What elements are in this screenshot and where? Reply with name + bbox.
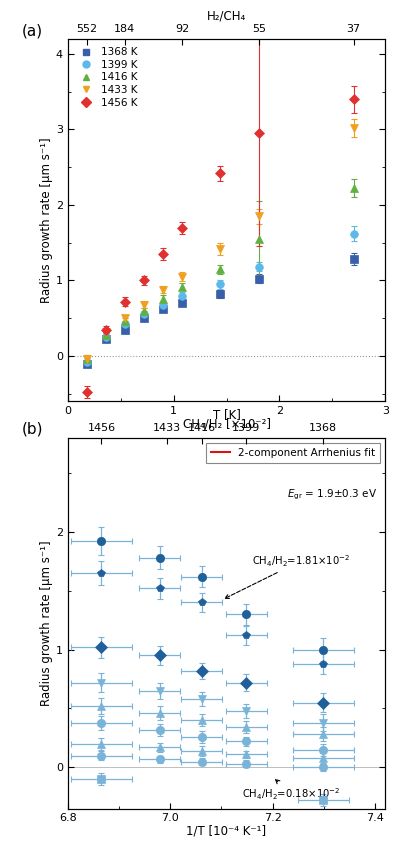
1416 K — [141, 306, 146, 316]
1416 K — [160, 293, 165, 304]
1368 K — [217, 289, 222, 299]
1416 K — [103, 330, 108, 340]
X-axis label: H₂/CH₄: H₂/CH₄ — [207, 9, 245, 22]
1368 K — [103, 334, 108, 344]
Text: (a): (a) — [22, 23, 43, 38]
1433 K — [351, 123, 355, 133]
1433 K — [160, 285, 165, 295]
1456 K — [141, 275, 146, 286]
1368 K — [179, 298, 184, 308]
Line: 1433 K: 1433 K — [83, 124, 357, 362]
1368 K — [141, 313, 146, 324]
1433 K — [256, 211, 261, 222]
1416 K — [351, 183, 355, 193]
Text: CH$_4$/H$_2$=1.81×10$^{-2}$: CH$_4$/H$_2$=1.81×10$^{-2}$ — [225, 553, 349, 598]
X-axis label: CH₄/H₂ [×10⁻²]: CH₄/H₂ [×10⁻²] — [182, 418, 270, 431]
1456 K — [84, 387, 89, 397]
1368 K — [351, 254, 355, 264]
1456 K — [256, 128, 261, 138]
1433 K — [84, 354, 89, 364]
1399 K — [141, 309, 146, 319]
Line: 1456 K: 1456 K — [83, 96, 357, 396]
1456 K — [160, 249, 165, 259]
1399 K — [84, 357, 89, 368]
1368 K — [84, 358, 89, 369]
Text: CH$_4$/H$_2$=0.18×10$^{-2}$: CH$_4$/H$_2$=0.18×10$^{-2}$ — [241, 779, 339, 802]
1433 K — [141, 299, 146, 310]
1433 K — [217, 243, 222, 254]
1368 K — [122, 324, 127, 335]
1399 K — [351, 229, 355, 239]
1416 K — [256, 234, 261, 244]
1456 K — [103, 324, 108, 335]
1399 K — [160, 299, 165, 310]
Legend: 2-component Arrhenius fit: 2-component Arrhenius fit — [205, 443, 379, 463]
Line: 1368 K: 1368 K — [83, 255, 357, 368]
1456 K — [122, 297, 127, 307]
Text: $E_\mathrm{gr}$ = 1.9±0.3 eV: $E_\mathrm{gr}$ = 1.9±0.3 eV — [287, 488, 377, 502]
1399 K — [103, 332, 108, 343]
1399 K — [179, 290, 184, 301]
1416 K — [122, 316, 127, 326]
1368 K — [256, 274, 261, 284]
X-axis label: 1/T [10⁻⁴ K⁻¹]: 1/T [10⁻⁴ K⁻¹] — [186, 825, 266, 838]
Line: 1399 K: 1399 K — [83, 230, 357, 366]
1399 K — [217, 279, 222, 289]
1399 K — [122, 319, 127, 330]
1456 K — [217, 168, 222, 179]
Y-axis label: Radius growth rate [μm s⁻¹]: Radius growth rate [μm s⁻¹] — [40, 137, 53, 303]
Line: 1416 K: 1416 K — [83, 185, 357, 362]
Y-axis label: Radius growth rate [μm s⁻¹]: Radius growth rate [μm s⁻¹] — [40, 540, 53, 706]
1456 K — [351, 94, 355, 104]
1456 K — [179, 223, 184, 233]
1416 K — [84, 354, 89, 364]
1399 K — [256, 261, 261, 272]
Legend: 1368 K, 1399 K, 1416 K, 1433 K, 1456 K: 1368 K, 1399 K, 1416 K, 1433 K, 1456 K — [73, 44, 140, 110]
1416 K — [179, 281, 184, 292]
1416 K — [217, 264, 222, 274]
X-axis label: T [K]: T [K] — [212, 408, 240, 421]
1433 K — [103, 326, 108, 337]
1368 K — [160, 304, 165, 314]
1433 K — [179, 272, 184, 282]
Text: (b): (b) — [22, 422, 43, 437]
1433 K — [122, 313, 127, 324]
